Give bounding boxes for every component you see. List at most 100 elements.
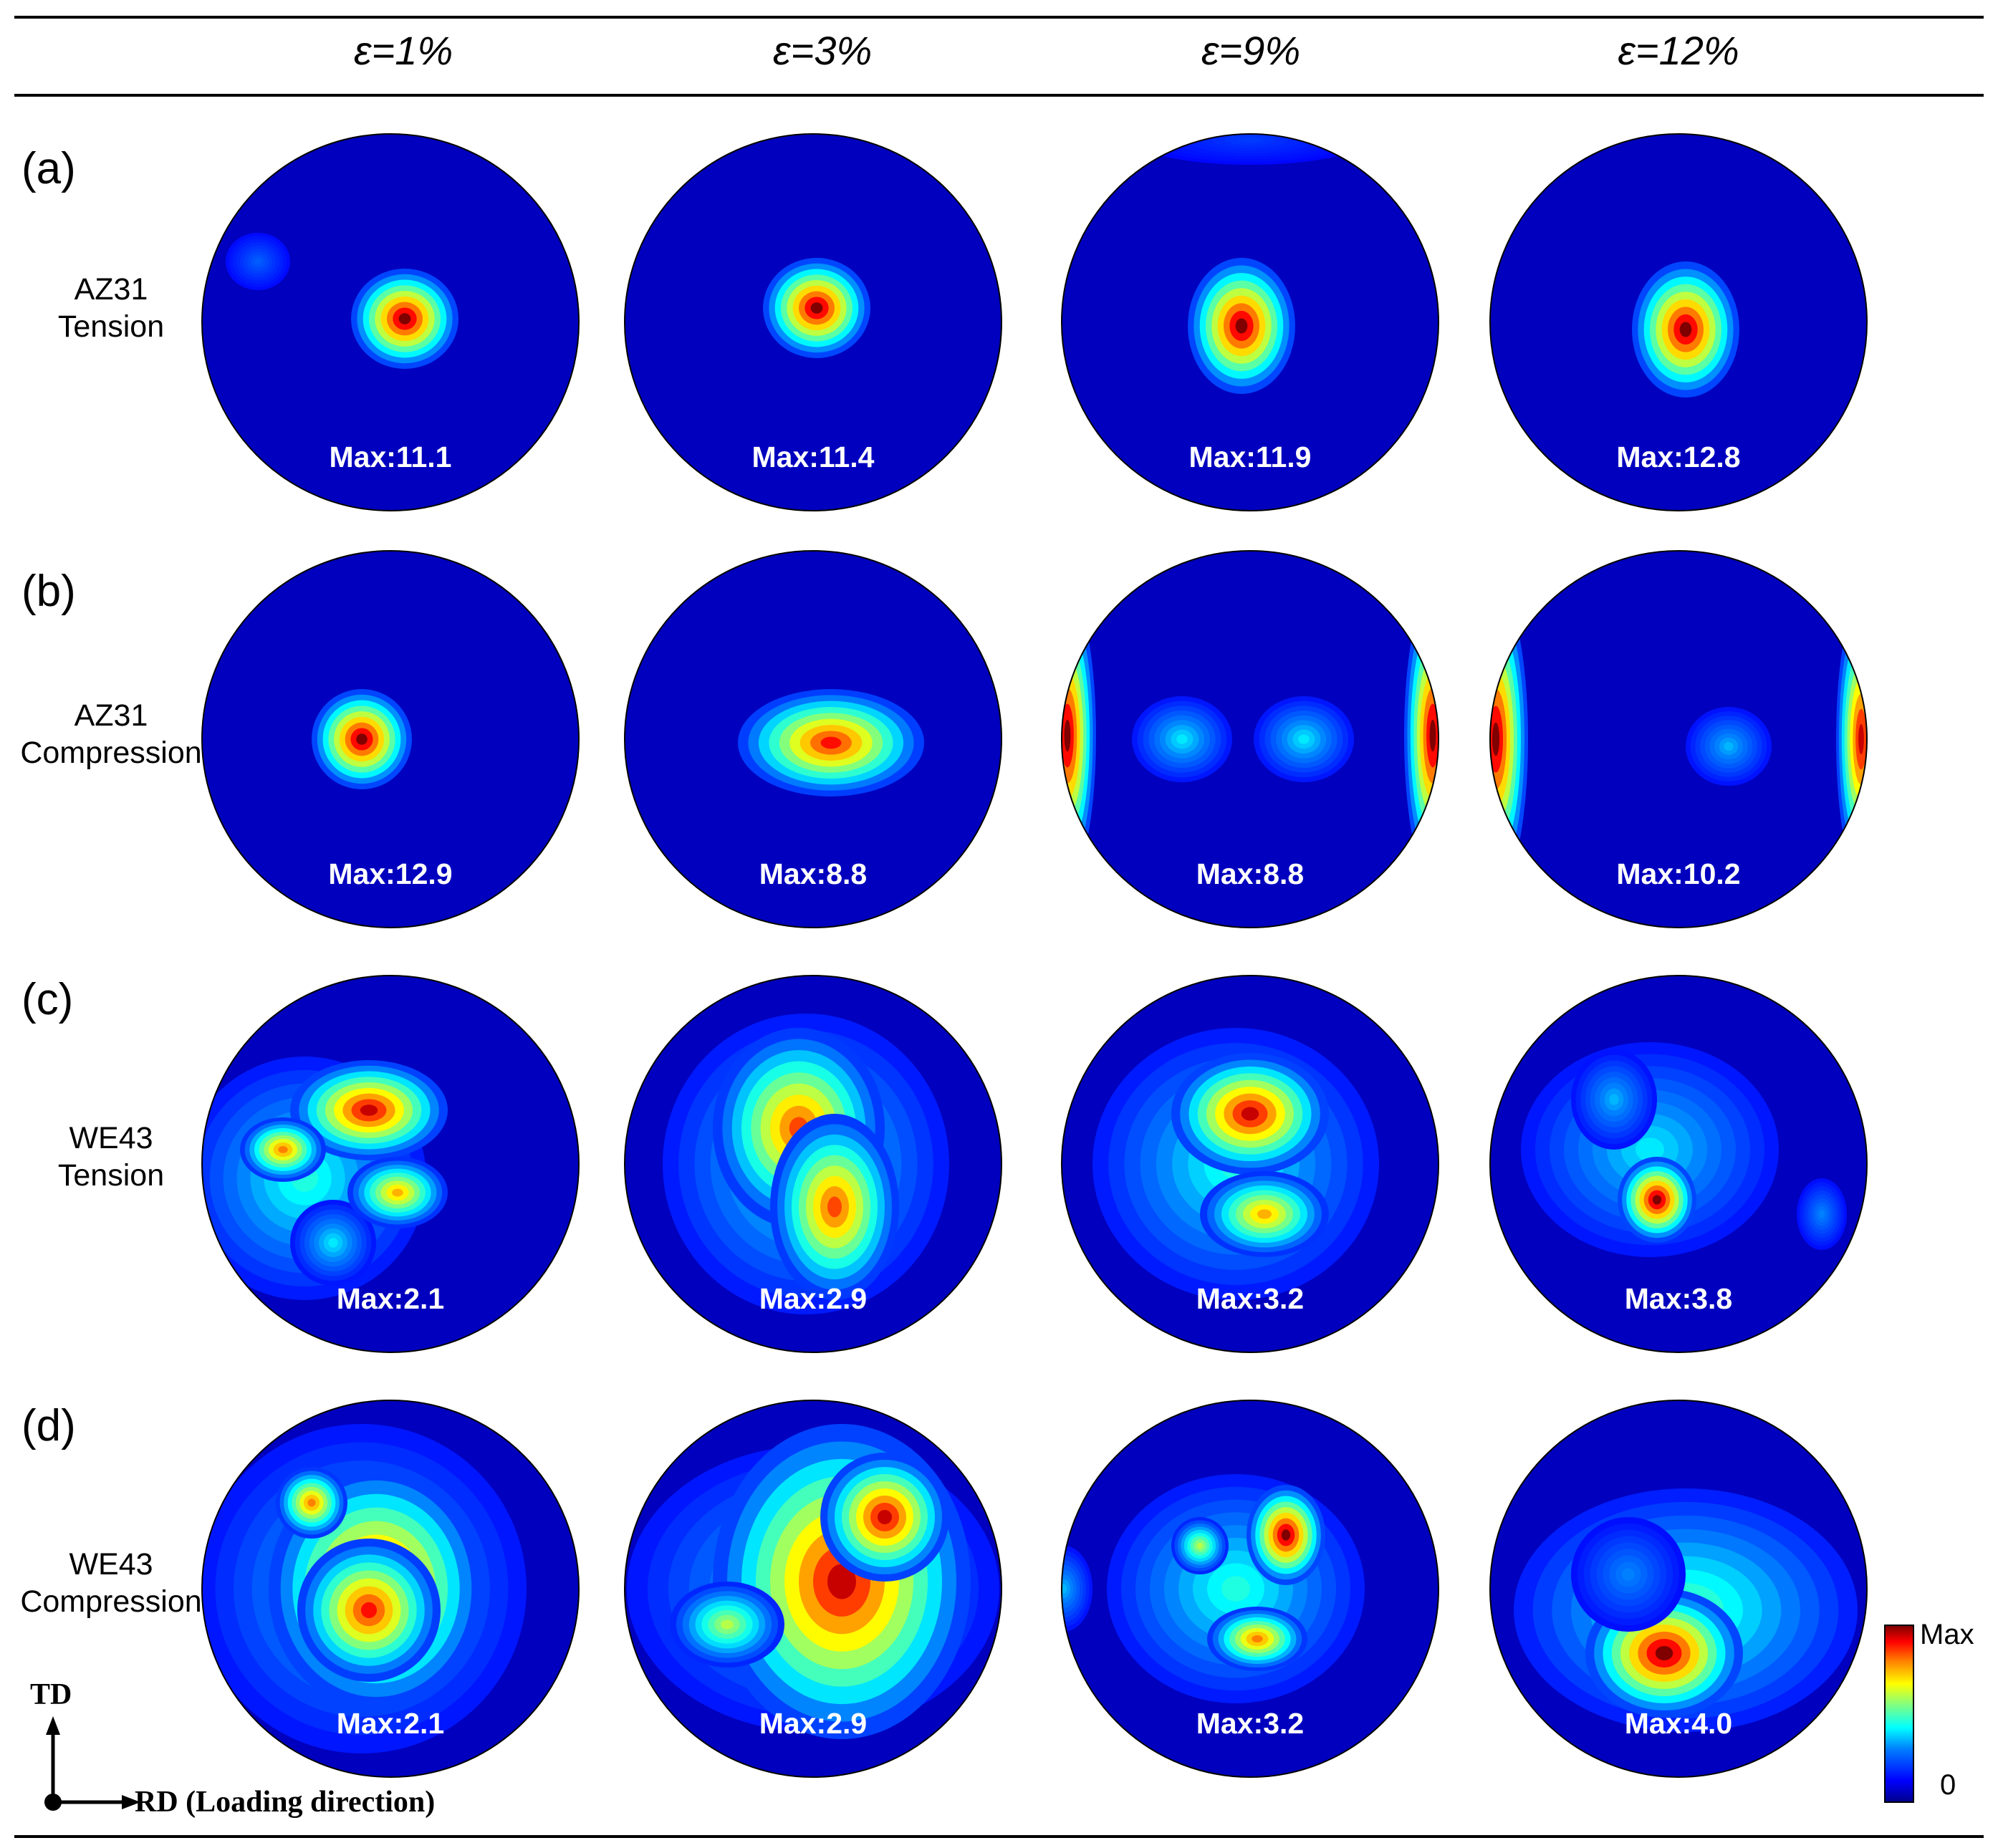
pole-figure-intensity (1062, 1400, 1439, 1777)
intensity-contour (392, 1188, 403, 1197)
pole-figure-intensity (1490, 1400, 1867, 1777)
pole-figure-outline (624, 975, 1002, 1353)
row-label-material: WE43 (69, 1121, 153, 1155)
pole-figure-outline (1061, 550, 1439, 928)
intensity-contour (1679, 322, 1692, 337)
pole-figure-intensity (202, 134, 579, 511)
intensity-contour (398, 313, 411, 324)
bottom-rule (14, 1835, 1984, 1838)
pole-figure-outline (201, 133, 580, 511)
intensity-contour (878, 1510, 892, 1524)
pole-figure (1489, 975, 1868, 1353)
row-label-mode: Tension (57, 309, 165, 344)
row-label-az31-compression: AZ31 Compression (14, 697, 208, 771)
pole-figure (201, 975, 580, 1353)
pole-figure (201, 133, 580, 511)
row-label-mode: Compression (20, 1584, 202, 1619)
pole-figure-outline (624, 550, 1002, 928)
pole-figure-intensity (1062, 134, 1439, 511)
pole-figure-intensity (625, 551, 1002, 928)
row-label-az31-tension: AZ31 Tension (14, 271, 208, 345)
intensity-contour (1858, 723, 1864, 755)
pole-figure-outline (201, 550, 580, 928)
pole-figure (1061, 1400, 1439, 1778)
max-intensity-label: Max:4.0 (1624, 1707, 1733, 1740)
top-rule (14, 16, 1984, 19)
pole-figure-intensity (625, 1400, 1002, 1777)
colorbar-max-label: Max (1920, 1619, 1974, 1650)
panel-label-b: (b) (21, 567, 76, 616)
pole-figure-intensity (625, 976, 1002, 1352)
pole-figure-outline (1489, 1400, 1868, 1778)
intensity-contour (1652, 1195, 1662, 1205)
pole-figure-intensity (1490, 551, 1867, 928)
td-label: TD (30, 1678, 72, 1711)
intensity-contour (1655, 1646, 1673, 1660)
intensity-contour (1429, 719, 1436, 752)
pole-figure-outline (1061, 1400, 1439, 1778)
max-intensity-label: Max:3.2 (1196, 1707, 1305, 1740)
pole-figure-outline (1489, 133, 1868, 511)
pole-figure (624, 1400, 1002, 1778)
intensity-contour (1257, 1209, 1272, 1219)
max-intensity-label: Max:11.9 (1188, 441, 1312, 473)
pole-figure-intensity (1062, 976, 1439, 1352)
pole-figure-outline (201, 1400, 580, 1778)
pole-figure-outline (1061, 133, 1439, 511)
pole-figure-outline (624, 1400, 1002, 1778)
intensity-contour (1241, 1107, 1259, 1121)
pole-figure (201, 1400, 580, 1778)
intensity-contour (1622, 1568, 1635, 1581)
intensity-contour (307, 1498, 316, 1507)
pole-figure-intensity (202, 551, 579, 928)
row-label-material: AZ31 (74, 698, 148, 733)
column-header: ε=9% (1201, 28, 1301, 73)
max-intensity-label: Max:11.4 (751, 441, 875, 473)
pole-figure (1489, 133, 1868, 511)
pole-figure (1061, 550, 1439, 928)
colorbar (1884, 1625, 1914, 1803)
intensity-contour (1636, 1137, 1664, 1162)
max-intensity-label: Max:12.9 (328, 857, 453, 890)
pole-figure-background (1490, 551, 1867, 928)
pole-figure (201, 550, 580, 928)
pole-figure (1061, 975, 1439, 1353)
intensity-contour (1237, 137, 1263, 143)
column-header: ε=3% (772, 28, 873, 73)
intensity-contour (721, 1620, 734, 1630)
column-header: ε=1% (353, 28, 453, 73)
rd-arrow-head (122, 1795, 140, 1809)
row-label-we43-compression: WE43 Compression (14, 1546, 208, 1620)
intensity-contour (360, 1105, 378, 1116)
max-intensity-label: Max:2.1 (336, 1282, 445, 1315)
max-intensity-label: Max:3.2 (1196, 1282, 1305, 1315)
pole-figure-intensity (202, 1400, 579, 1777)
intensity-contour (827, 1564, 856, 1599)
pole-figure (1489, 1400, 1868, 1778)
pole-figure (1489, 550, 1868, 928)
panel-label-d: (d) (21, 1401, 76, 1450)
pole-figure-outline (201, 975, 580, 1353)
axes-origin (44, 1794, 62, 1811)
pole-figure-outline (624, 133, 1002, 511)
panel-label-c: (c) (21, 975, 74, 1024)
panel-label-a: (a) (21, 144, 76, 193)
pole-figure-outline (1489, 550, 1868, 928)
max-intensity-label: Max:10.2 (1616, 857, 1741, 890)
pole-figure-intensity (1062, 551, 1439, 928)
intensity-contour (1064, 719, 1071, 752)
td-rd-axes (44, 1716, 140, 1811)
row-label-material: AZ31 (74, 272, 148, 307)
pole-figure-intensity (1490, 134, 1867, 511)
row-label-we43-tension: WE43 Tension (14, 1120, 208, 1194)
max-intensity-label: Max:2.9 (759, 1707, 868, 1740)
intensity-contour (356, 733, 368, 745)
pole-figure (624, 975, 1002, 1353)
max-intensity-label: Max:3.8 (1624, 1282, 1733, 1315)
max-intensity-label: Max:11.1 (329, 441, 452, 473)
max-intensity-label: Max:8.8 (1196, 857, 1305, 890)
row-label-mode: Tension (57, 1158, 165, 1193)
intensity-contour (1196, 1542, 1204, 1549)
td-arrow-head (46, 1716, 60, 1735)
intensity-contour (1281, 1529, 1291, 1541)
